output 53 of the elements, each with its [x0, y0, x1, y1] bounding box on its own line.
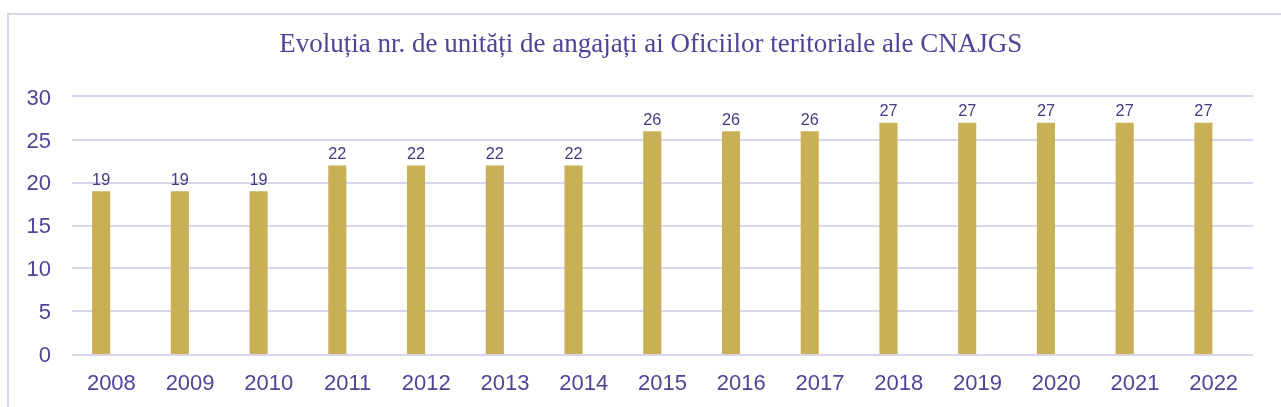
x-tick-label: 2010 [244, 370, 294, 396]
data-label: 27 [1194, 101, 1213, 119]
y-tick-label: 10 [26, 256, 51, 282]
x-tick-label: 2021 [1110, 370, 1160, 396]
bar [170, 191, 189, 354]
data-label: 22 [407, 143, 426, 162]
data-label: 19 [92, 169, 111, 188]
y-tick-label: 25 [26, 127, 51, 153]
x-tick-label: 2022 [1189, 370, 1239, 396]
bar [721, 131, 741, 354]
bar [643, 131, 662, 354]
y-tick-label: 0 [38, 341, 51, 367]
data-label: 26 [800, 109, 819, 128]
data-label: 27 [1115, 101, 1134, 119]
data-label: 26 [721, 109, 741, 128]
data-label: 22 [328, 143, 347, 162]
chart-title: Evoluția nr. de unități de angajați ai Oficiilor teritoriale ale CNAJGS [279, 28, 1023, 59]
x-tick-label: 2012 [401, 370, 451, 396]
x-tick-label: 2020 [1031, 370, 1081, 396]
bar [1036, 122, 1055, 354]
data-label: 19 [249, 169, 268, 188]
y-tick-label: 15 [26, 213, 51, 239]
x-tick-label: 2018 [874, 370, 924, 396]
x-tick-label: 2009 [165, 370, 215, 396]
data-label: 22 [485, 143, 504, 162]
bar [92, 191, 111, 354]
x-tick-label: 2008 [86, 370, 136, 396]
x-tick-label: 2013 [480, 370, 530, 396]
bar [1194, 122, 1213, 354]
data-label: 27 [958, 101, 977, 119]
x-tick-label: 2014 [559, 370, 609, 396]
bar [879, 122, 898, 354]
data-label: 22 [564, 143, 583, 162]
bar [800, 131, 819, 354]
bar [407, 165, 426, 354]
bar [1115, 122, 1134, 354]
bar [328, 165, 347, 354]
x-tick-label: 2019 [952, 370, 1002, 396]
y-tick-label: 30 [26, 84, 51, 110]
y-tick-label: 20 [26, 170, 51, 196]
x-tick-label: 2011 [323, 370, 372, 396]
bar [958, 122, 977, 354]
data-label: 27 [879, 101, 898, 119]
data-label: 26 [643, 109, 662, 128]
x-tick-label: 2015 [638, 370, 687, 396]
bar [485, 165, 504, 354]
data-label: 19 [170, 169, 189, 188]
x-tick-label: 2016 [716, 370, 766, 396]
y-tick-label: 5 [38, 298, 51, 324]
bar [249, 191, 268, 354]
x-tick-label: 2017 [795, 370, 845, 396]
data-label: 27 [1036, 101, 1055, 119]
bar [564, 165, 583, 354]
